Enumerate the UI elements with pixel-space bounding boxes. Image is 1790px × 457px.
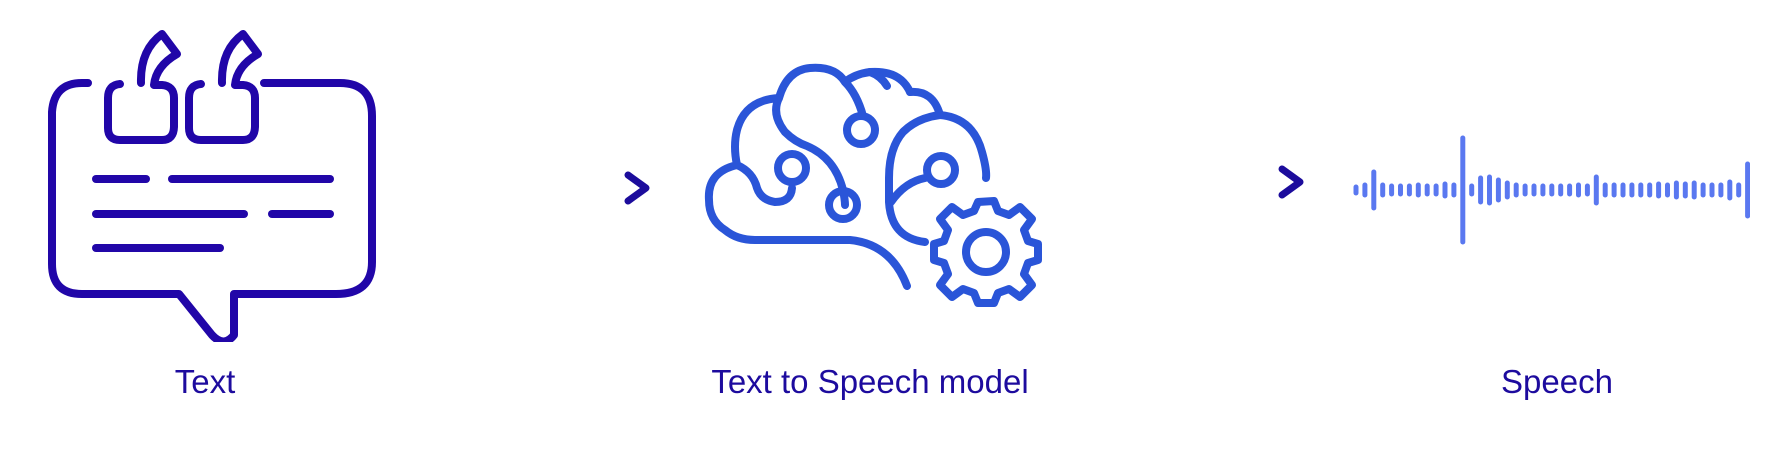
step-label-tts-model: Text to Speech model (711, 363, 1029, 400)
step-label-text: Text (174, 363, 236, 400)
speech-bubble-quote-icon (48, 30, 376, 342)
brain-gear-icon (704, 63, 1042, 307)
arrow-right-icon (1094, 165, 1304, 199)
sound-wave-icon (1353, 135, 1750, 245)
arrow-right-icon (440, 171, 650, 205)
step-label-speech: Speech (1501, 363, 1613, 400)
